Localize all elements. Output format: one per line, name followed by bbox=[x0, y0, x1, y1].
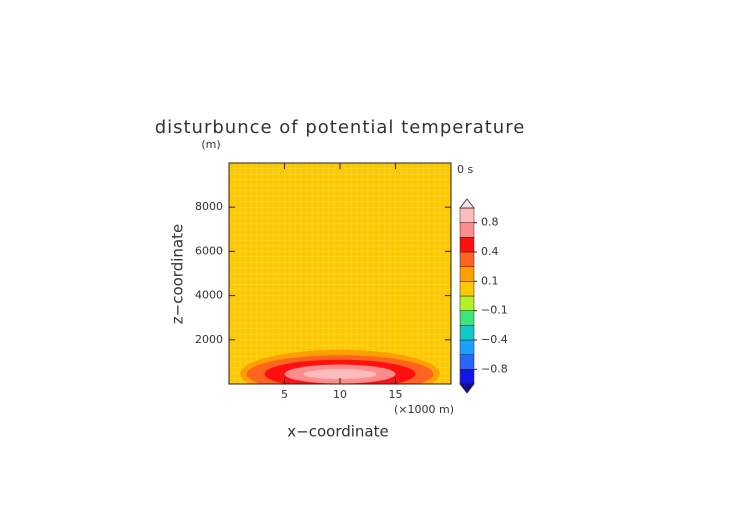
axes: 5 10 15 2000 4000 6000 8000 bbox=[195, 162, 452, 401]
colorbar-band bbox=[459, 310, 475, 326]
colorbar-band bbox=[459, 281, 475, 297]
field-background bbox=[229, 163, 451, 384]
colorbar-under bbox=[459, 383, 475, 394]
x-tick-label: 5 bbox=[281, 388, 288, 401]
x-tick-label: 10 bbox=[333, 388, 347, 401]
y-tick-label: 2000 bbox=[195, 333, 223, 346]
colorbar-band bbox=[459, 222, 475, 238]
chart-title: disturbunce of potential temperature bbox=[155, 117, 526, 138]
colorbar-tick-label: 0.1 bbox=[481, 274, 499, 287]
colorbar-band bbox=[459, 237, 475, 253]
colorbar-tick-label: −0.8 bbox=[481, 362, 508, 375]
x-tick-label: 15 bbox=[389, 388, 403, 401]
y-tick-label: 6000 bbox=[195, 244, 223, 257]
x-unit: (×1000 m) bbox=[394, 403, 454, 416]
colorbar-tick-label: −0.1 bbox=[481, 304, 508, 317]
y-unit: (m) bbox=[201, 138, 220, 151]
plot-area bbox=[229, 163, 451, 384]
colorbar-tick-label: 0.8 bbox=[481, 216, 499, 229]
colorbar-band bbox=[459, 339, 475, 355]
y-axis-label: z−coordinate bbox=[169, 224, 187, 324]
time-label: 0 s bbox=[457, 163, 473, 176]
colorbar-band bbox=[459, 207, 475, 223]
colorbar-band bbox=[459, 266, 475, 282]
colorbar-band bbox=[459, 251, 475, 267]
colorbar-band bbox=[459, 369, 475, 385]
y-tick-label: 4000 bbox=[195, 289, 223, 302]
contour-region bbox=[303, 368, 377, 380]
colorbar-tick-label: −0.4 bbox=[481, 333, 508, 346]
colorbar-band bbox=[459, 354, 475, 370]
colorbar-band bbox=[459, 295, 475, 311]
x-axis-label: x−coordinate bbox=[287, 423, 388, 441]
colorbar-over bbox=[459, 198, 475, 209]
y-tick-label: 8000 bbox=[195, 200, 223, 213]
colorbar-tick-label: 0.4 bbox=[481, 245, 499, 258]
colorbar-band bbox=[459, 325, 475, 341]
colorbar: 0.8 0.4 0.1 −0.1 −0.4 −0.8 bbox=[459, 198, 508, 394]
